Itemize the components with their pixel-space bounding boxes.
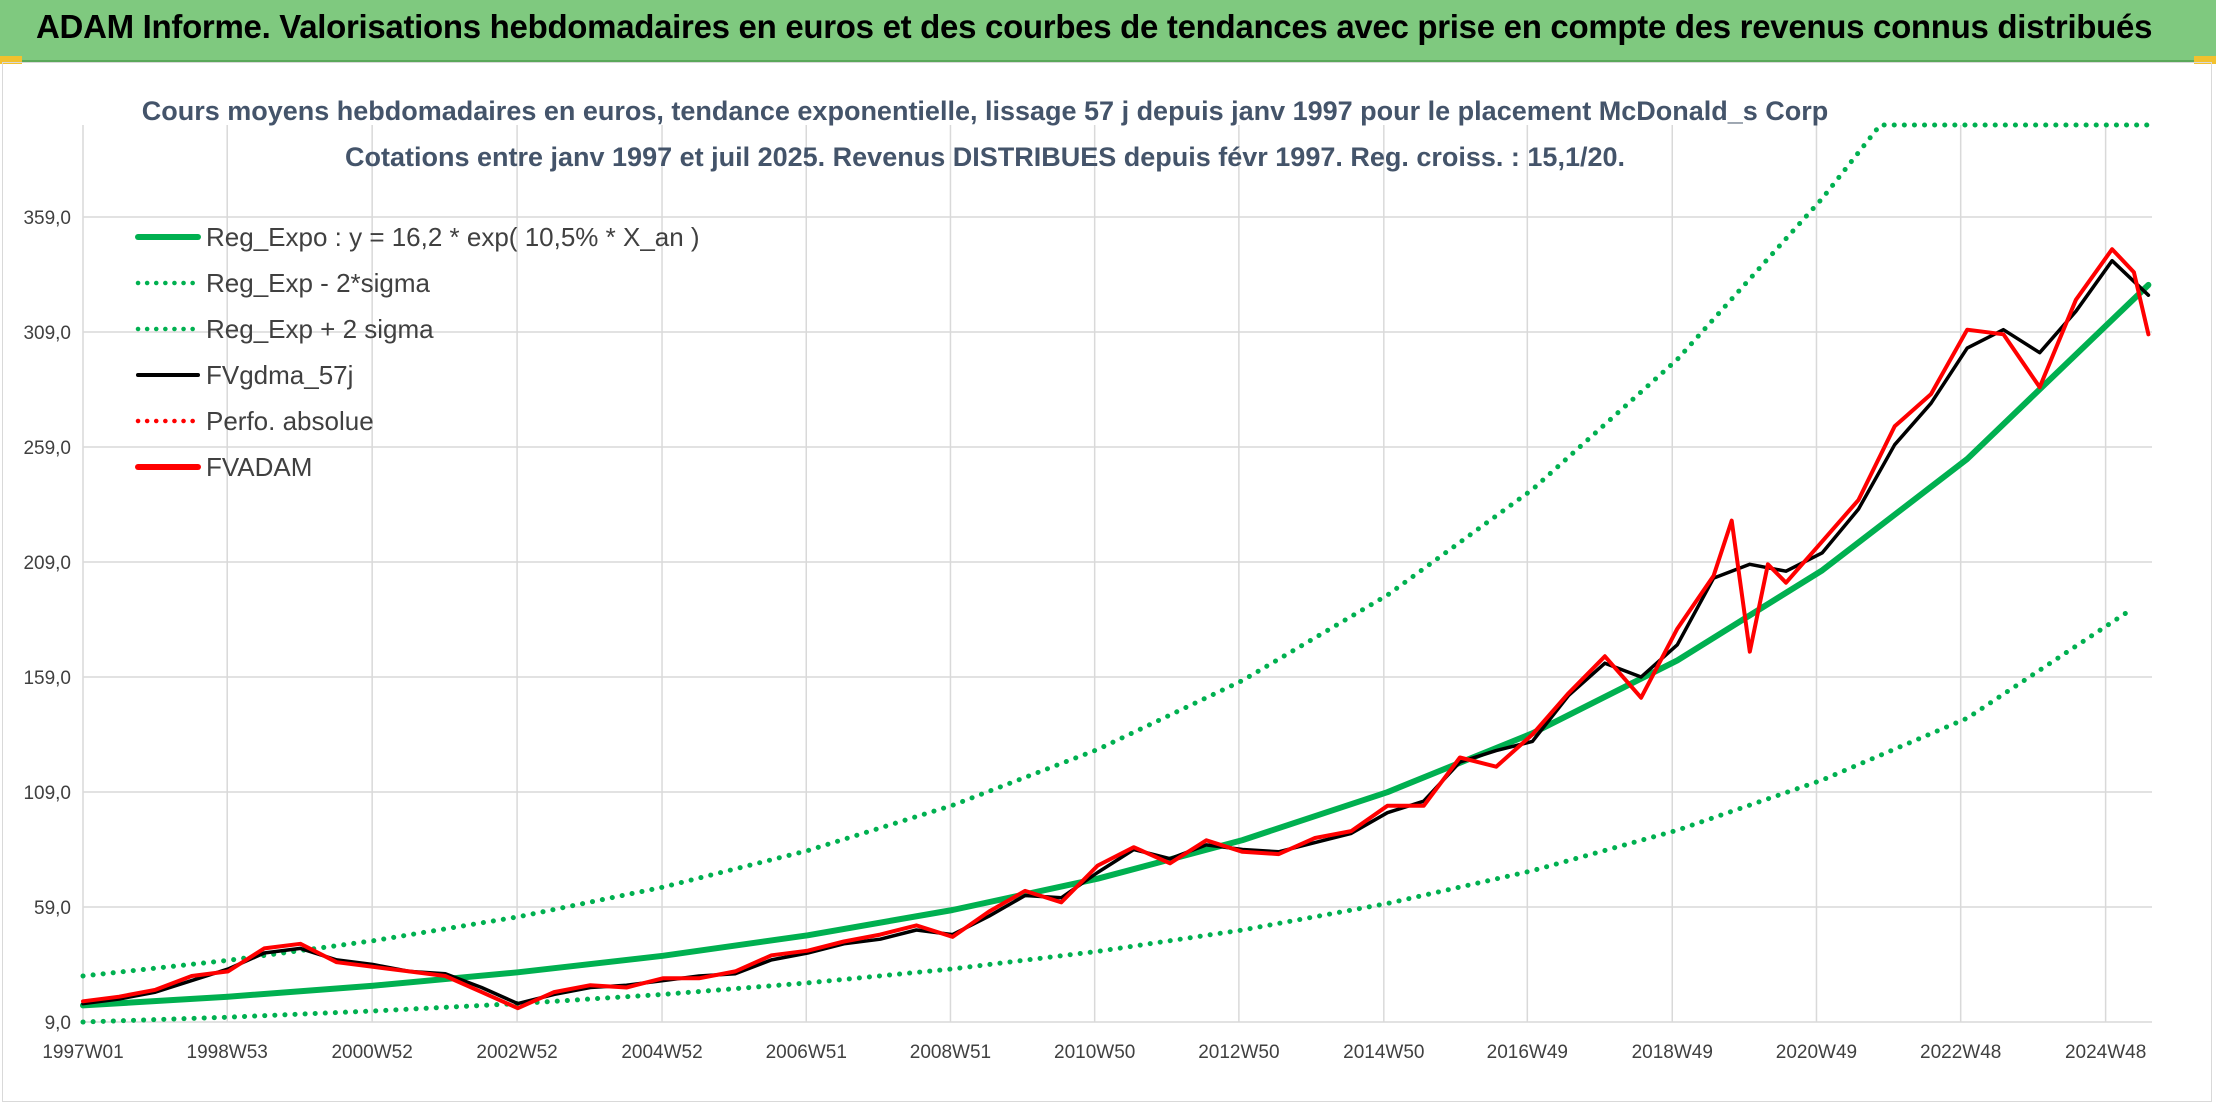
y-tick-label: 159,0 <box>23 668 71 689</box>
legend-entry-0: Reg_Expo : y = 16,2 * exp( 10,5% * X_an … <box>206 222 700 252</box>
series-line-5 <box>81 247 2151 1011</box>
x-tick-label: 2014W50 <box>1343 1042 1424 1063</box>
x-tick-label: 2024W48 <box>2065 1042 2146 1063</box>
x-tick-label: 2020W49 <box>1776 1042 1857 1063</box>
series-line-1 <box>80 610 2130 1025</box>
x-tick-label: 1997W01 <box>42 1042 123 1063</box>
y-tick-label: 359,0 <box>23 208 71 229</box>
legend-entry-2: Reg_Exp + 2 sigma <box>206 314 434 344</box>
x-tick-label: 2010W50 <box>1054 1042 1135 1063</box>
chart-grid <box>82 125 2152 1023</box>
banner-corner-right <box>2194 56 2216 64</box>
legend-entry-4: Perfo. absolue <box>206 406 374 436</box>
x-tick-label: 2018W49 <box>1632 1042 1713 1063</box>
banner-corner-left <box>0 56 22 64</box>
x-tick-label: 2008W51 <box>910 1042 991 1063</box>
y-tick-label: 209,0 <box>23 553 71 574</box>
chart-series-layer <box>80 122 2152 1025</box>
y-tick-label: 259,0 <box>23 438 71 459</box>
x-axis-ticks: 1997W01 1998W53 2000W52 2002W52 2004W52 2006W… <box>42 1042 2146 1063</box>
chart-frame <box>2 62 2212 1102</box>
series-line-3 <box>81 258 2151 1006</box>
series-line-0 <box>80 281 2152 1009</box>
y-tick-label: 9,0 <box>45 1013 71 1034</box>
x-tick-label: 2012W50 <box>1198 1042 1279 1063</box>
y-tick-label: 59,0 <box>34 898 71 919</box>
x-tick-label: 2022W48 <box>1920 1042 2001 1063</box>
x-tick-label: 2002W52 <box>476 1042 557 1063</box>
chart-subtitle: Cotations entre janv 1997 et juil 2025. … <box>345 142 1625 172</box>
report-banner: ADAM Informe. Valorisations hebdomadaire… <box>0 0 2216 62</box>
report-title: ADAM Informe. Valorisations hebdomadaire… <box>36 8 2153 45</box>
chart-legend: Reg_Expo : y = 16,2 * exp( 10,5% * X_an … <box>135 222 700 482</box>
chart-title: Cours moyens hebdomadaires en euros, ten… <box>142 96 1829 126</box>
series-line-2 <box>80 122 2151 979</box>
x-tick-label: 2000W52 <box>331 1042 412 1063</box>
x-tick-label: 1998W53 <box>187 1042 268 1063</box>
y-axis-ticks: 9,0 59,0 109,0 159,0 209,0 259,0 309,0 359,0 <box>23 208 71 1034</box>
legend-entry-5: FVADAM <box>206 452 312 482</box>
y-tick-label: 109,0 <box>23 783 71 804</box>
legend-entry-3: FVgdma_57j <box>206 360 353 390</box>
legend-entry-1: Reg_Exp - 2*sigma <box>206 268 431 298</box>
x-tick-label: 2006W51 <box>766 1042 847 1063</box>
y-tick-label: 309,0 <box>23 323 71 344</box>
x-tick-label: 2016W49 <box>1487 1042 1568 1063</box>
x-tick-label: 2004W52 <box>621 1042 702 1063</box>
